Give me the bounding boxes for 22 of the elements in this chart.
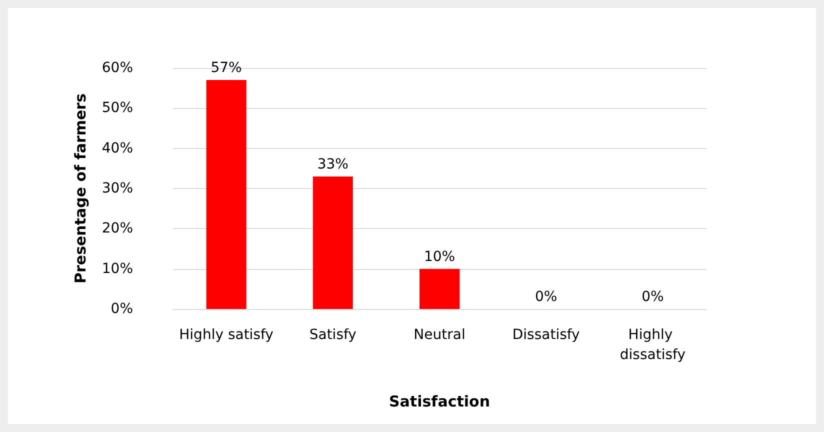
y-axis-title: Presentage of farmers [72,93,90,284]
bar [420,268,460,309]
data-label: 0% [642,289,664,305]
data-label: 57% [210,60,242,76]
bar [312,176,353,309]
data-label: 0% [534,289,558,305]
x-axis-title: Satisfaction [388,392,490,410]
x-tick-label: Neutral [414,327,466,343]
x-tick-label: Highly dissatisfy [620,327,686,363]
data-label: 10% [424,248,456,265]
y-tick-label: 20% [102,220,133,237]
data-label: 33% [317,156,348,172]
x-tick-label: Highly satisfy [179,327,274,343]
y-tick-label: 60% [102,60,133,76]
bar [206,80,246,309]
x-tick-label: Dissatisfy [512,327,580,343]
y-tick-label: 50% [102,100,133,116]
y-tick-label: 10% [102,260,133,277]
y-tick-label: 0% [110,301,133,317]
y-tick-label: 40% [102,140,133,156]
y-tick-label: 30% [102,180,133,196]
x-tick-label: Satisfy [309,327,356,343]
